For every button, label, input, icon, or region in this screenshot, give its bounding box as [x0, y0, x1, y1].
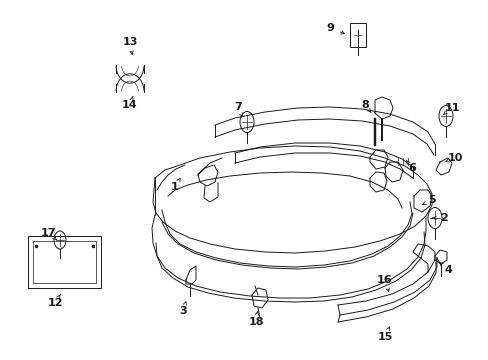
Text: 11: 11 — [443, 103, 459, 113]
Text: 17: 17 — [40, 228, 56, 238]
Text: 6: 6 — [407, 163, 415, 173]
Text: 7: 7 — [234, 102, 242, 112]
Text: 10: 10 — [447, 153, 462, 163]
Text: 1: 1 — [171, 182, 179, 192]
Bar — [33, 241, 96, 283]
Text: 9: 9 — [325, 23, 333, 33]
Text: 15: 15 — [377, 332, 392, 342]
Bar — [349, 23, 365, 47]
Text: 12: 12 — [47, 298, 62, 308]
Text: 14: 14 — [122, 100, 138, 110]
Text: 18: 18 — [248, 317, 263, 327]
Text: 4: 4 — [443, 265, 451, 275]
Text: 8: 8 — [360, 100, 368, 110]
Text: 2: 2 — [439, 213, 447, 223]
Text: 16: 16 — [376, 275, 392, 285]
Text: 3: 3 — [179, 306, 186, 316]
Text: 5: 5 — [427, 195, 435, 205]
Bar — [28, 236, 101, 288]
Text: 13: 13 — [122, 37, 138, 47]
